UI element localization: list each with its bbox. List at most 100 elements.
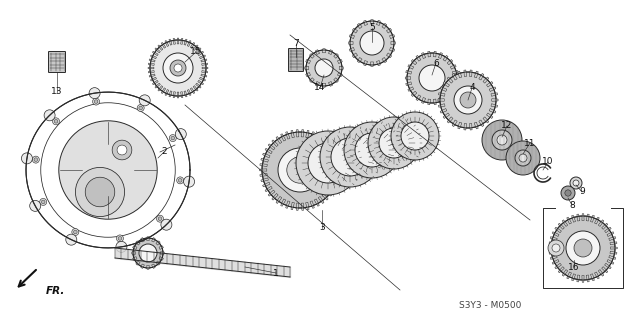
Polygon shape (443, 82, 449, 87)
Polygon shape (387, 53, 392, 58)
Circle shape (492, 130, 512, 150)
Polygon shape (438, 98, 442, 103)
Polygon shape (567, 272, 572, 279)
Circle shape (344, 122, 400, 178)
Polygon shape (323, 49, 326, 53)
Polygon shape (180, 92, 183, 98)
Circle shape (158, 217, 162, 220)
Circle shape (174, 64, 182, 72)
Polygon shape (452, 120, 457, 127)
Polygon shape (390, 35, 395, 38)
Polygon shape (391, 42, 396, 44)
Circle shape (454, 86, 482, 114)
Polygon shape (416, 55, 421, 61)
Text: 9: 9 (579, 187, 585, 197)
Circle shape (296, 131, 360, 195)
Circle shape (368, 117, 420, 169)
Polygon shape (161, 88, 166, 94)
Polygon shape (406, 82, 412, 85)
Circle shape (74, 230, 77, 234)
Polygon shape (306, 60, 310, 64)
Polygon shape (323, 83, 326, 87)
Polygon shape (285, 132, 290, 139)
Polygon shape (150, 77, 156, 81)
Circle shape (548, 240, 564, 256)
Text: 3: 3 (319, 224, 325, 232)
Polygon shape (387, 28, 392, 33)
Circle shape (171, 136, 175, 140)
Polygon shape (190, 88, 195, 94)
Circle shape (308, 143, 348, 183)
Polygon shape (180, 38, 183, 44)
Polygon shape (591, 274, 595, 281)
Polygon shape (572, 215, 575, 222)
Circle shape (391, 112, 439, 160)
Text: 12: 12 (501, 122, 513, 130)
Circle shape (350, 21, 394, 65)
Polygon shape (291, 130, 294, 138)
Polygon shape (184, 39, 187, 45)
Circle shape (52, 118, 60, 125)
Circle shape (85, 177, 115, 207)
Polygon shape (301, 203, 303, 210)
Polygon shape (550, 237, 557, 241)
Polygon shape (201, 59, 207, 62)
Text: 16: 16 (568, 262, 580, 272)
Text: FR.: FR. (46, 286, 65, 296)
Polygon shape (479, 73, 484, 80)
Polygon shape (328, 186, 335, 192)
Polygon shape (605, 263, 611, 269)
Polygon shape (165, 41, 169, 46)
Polygon shape (451, 65, 456, 69)
Circle shape (379, 128, 409, 158)
Polygon shape (333, 78, 339, 83)
Polygon shape (276, 136, 282, 144)
Circle shape (133, 238, 163, 268)
Polygon shape (306, 130, 309, 138)
Polygon shape (328, 148, 335, 154)
Polygon shape (196, 48, 201, 53)
Polygon shape (314, 134, 319, 141)
Polygon shape (281, 134, 285, 141)
Polygon shape (408, 87, 413, 91)
Polygon shape (483, 117, 489, 123)
Polygon shape (332, 178, 339, 182)
Polygon shape (147, 266, 149, 269)
Polygon shape (558, 267, 564, 273)
Polygon shape (333, 173, 340, 176)
Circle shape (161, 219, 172, 230)
Circle shape (179, 179, 182, 182)
Polygon shape (173, 38, 175, 44)
Polygon shape (428, 51, 431, 57)
FancyBboxPatch shape (49, 51, 65, 72)
Polygon shape (262, 153, 270, 158)
Polygon shape (155, 48, 161, 53)
Circle shape (40, 198, 47, 205)
Polygon shape (198, 80, 204, 85)
Polygon shape (260, 164, 268, 167)
Polygon shape (483, 77, 489, 83)
Polygon shape (322, 140, 328, 146)
Polygon shape (260, 173, 268, 176)
Polygon shape (376, 60, 380, 66)
Polygon shape (353, 53, 358, 58)
Polygon shape (333, 164, 340, 167)
Text: 1: 1 (273, 268, 279, 278)
Circle shape (170, 60, 186, 76)
Polygon shape (558, 223, 564, 229)
Polygon shape (193, 86, 198, 91)
FancyBboxPatch shape (289, 49, 303, 72)
Polygon shape (549, 251, 556, 254)
Polygon shape (325, 144, 332, 150)
Polygon shape (440, 87, 447, 91)
Polygon shape (268, 190, 275, 196)
Polygon shape (188, 89, 191, 95)
Polygon shape (261, 178, 268, 182)
Polygon shape (451, 87, 456, 91)
Circle shape (177, 177, 184, 184)
Circle shape (566, 231, 600, 265)
Text: 10: 10 (542, 158, 554, 167)
Polygon shape (438, 93, 445, 96)
Text: S3Y3 - M0500: S3Y3 - M0500 (459, 301, 521, 311)
Text: 15: 15 (190, 48, 202, 56)
